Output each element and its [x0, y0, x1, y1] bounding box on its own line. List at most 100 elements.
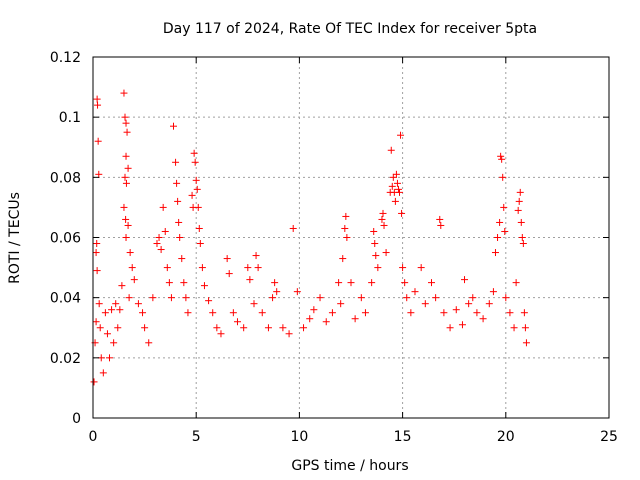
data-point: [427, 279, 435, 287]
x-tick-label: 20: [497, 429, 515, 445]
data-point: [93, 240, 101, 248]
data-point: [92, 318, 100, 326]
data-point: [389, 173, 397, 181]
data-point: [264, 324, 272, 332]
data-point: [407, 309, 415, 317]
data-point: [372, 252, 380, 260]
data-point: [479, 315, 487, 323]
data-point: [172, 158, 180, 166]
data-point: [374, 264, 382, 272]
data-point: [114, 324, 122, 332]
data-point: [436, 215, 444, 223]
data-point: [103, 330, 111, 338]
data-point: [252, 252, 260, 260]
data-point: [392, 170, 400, 178]
data-point: [500, 203, 508, 211]
data-point: [213, 324, 221, 332]
x-tick-label: 15: [394, 429, 412, 445]
data-point: [517, 218, 525, 226]
data-point: [273, 288, 281, 296]
data-point: [217, 330, 225, 338]
data-point: [494, 234, 502, 241]
data-point: [121, 113, 129, 121]
data-point: [316, 294, 324, 302]
data-point: [371, 240, 379, 248]
data-point: [112, 300, 120, 308]
data-point: [499, 173, 507, 181]
data-point: [93, 95, 101, 103]
data-point: [411, 288, 419, 296]
data-point: [514, 206, 522, 214]
data-point: [269, 294, 277, 302]
data-point: [95, 300, 103, 308]
data-point: [496, 218, 504, 226]
data-point: [122, 119, 130, 127]
y-axis-label: ROTI / TECUs: [7, 192, 23, 284]
x-tick-label: 0: [89, 429, 98, 445]
data-point: [519, 240, 527, 248]
data-point: [223, 255, 231, 263]
data-point: [101, 309, 109, 317]
data-point: [506, 309, 514, 317]
data-point: [192, 176, 200, 184]
y-tick-label: 0.06: [50, 231, 81, 247]
data-point: [188, 191, 196, 199]
data-point: [403, 294, 411, 302]
data-point: [497, 152, 505, 160]
y-tick-label: 0.08: [50, 170, 81, 186]
data-point: [155, 234, 163, 241]
data-point: [396, 188, 404, 196]
data-point: [515, 197, 523, 205]
x-tick-label: 25: [600, 429, 618, 445]
plot-frame: [92, 56, 610, 419]
data-point: [498, 155, 506, 163]
data-point: [310, 306, 318, 314]
data-point: [134, 300, 142, 308]
data-point: [122, 179, 130, 187]
data-point: [94, 137, 102, 145]
data-point: [125, 294, 133, 302]
data-point: [169, 122, 177, 130]
data-point: [122, 215, 130, 223]
data-point: [130, 276, 138, 284]
data-point: [120, 203, 128, 211]
data-point: [120, 89, 128, 97]
data-point: [254, 264, 262, 272]
axis-ticks: 0 5 10 15 20 25 0 0.02 0.04 0.06 0.08 0.1 0.12: [50, 50, 618, 445]
data-point: [176, 234, 184, 241]
data-point: [180, 279, 188, 287]
data-point: [343, 234, 351, 241]
data-point: [99, 369, 107, 377]
data-point: [106, 354, 114, 362]
data-point: [458, 321, 466, 329]
data-point: [229, 309, 237, 317]
data-point: [139, 309, 147, 317]
data-point: [126, 249, 134, 257]
data-point: [341, 224, 349, 232]
data-point: [510, 324, 518, 332]
data-point: [95, 170, 103, 178]
data-point: [128, 264, 136, 272]
data-point: [361, 309, 369, 317]
data-point: [401, 279, 409, 287]
data-point: [432, 294, 440, 302]
data-point: [157, 246, 165, 254]
data-point: [469, 294, 477, 302]
data-point: [167, 294, 175, 302]
data-point: [452, 306, 460, 314]
data-point: [96, 324, 104, 332]
data-point: [328, 309, 336, 317]
data-point: [161, 227, 169, 235]
data-point: [178, 255, 186, 263]
y-tick-label: 0.12: [50, 50, 81, 66]
chart-title: Day 117 of 2024, Rate Of TEC Index for r…: [163, 21, 537, 37]
data-point: [196, 240, 204, 248]
data-point: [195, 224, 203, 232]
data-point: [520, 309, 528, 317]
data-point: [337, 300, 345, 308]
data-point: [397, 131, 405, 139]
data-point: [322, 318, 330, 326]
data-point: [123, 128, 131, 136]
data-point: [306, 315, 314, 323]
